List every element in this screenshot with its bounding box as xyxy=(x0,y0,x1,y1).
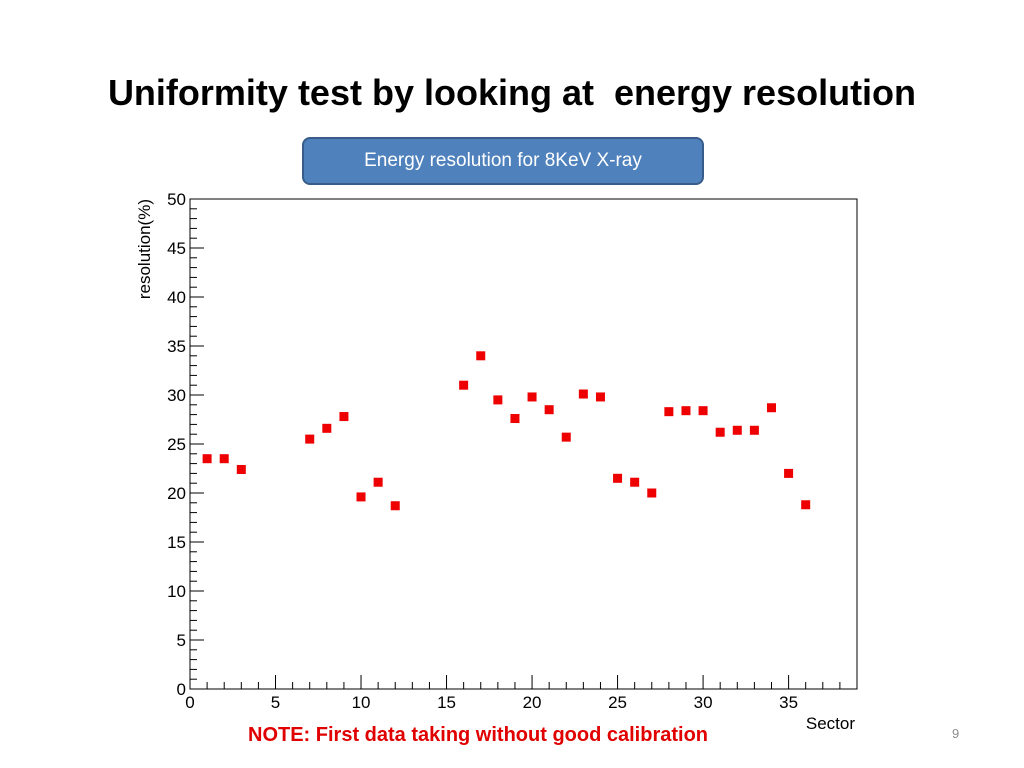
data-point xyxy=(373,477,383,487)
y-tick-label: 50 xyxy=(167,190,186,209)
data-point xyxy=(493,395,503,405)
data-point xyxy=(630,477,640,487)
y-tick-label: 5 xyxy=(177,631,186,650)
page-number: 9 xyxy=(952,726,960,741)
x-tick-label: 35 xyxy=(779,693,798,712)
data-point xyxy=(578,389,588,399)
y-tick-label: 25 xyxy=(167,435,186,454)
plot-frame xyxy=(189,198,858,690)
calibration-note: NOTE: First data taking without good cal… xyxy=(248,724,708,746)
x-tick-label: 30 xyxy=(694,693,713,712)
data-point xyxy=(390,501,400,511)
y-axis-label: resolution(%) xyxy=(135,199,154,299)
data-points xyxy=(202,351,811,511)
data-point xyxy=(202,454,212,464)
y-tick-label: 10 xyxy=(167,582,186,601)
data-point xyxy=(476,351,486,361)
data-point xyxy=(322,423,332,433)
data-point xyxy=(544,405,554,415)
data-point xyxy=(510,414,520,424)
data-point xyxy=(561,432,571,442)
data-point xyxy=(698,406,708,416)
x-tick-label: 5 xyxy=(271,693,280,712)
data-point xyxy=(339,412,349,422)
data-point xyxy=(715,427,725,437)
data-point xyxy=(305,434,315,444)
data-point xyxy=(647,488,657,498)
chart-caption-text: Energy resolution for 8KeV X-ray xyxy=(364,150,642,171)
data-point xyxy=(749,425,759,435)
y-tick-label: 35 xyxy=(167,337,186,356)
data-point xyxy=(459,380,469,390)
x-tick-label: 25 xyxy=(608,693,627,712)
data-point xyxy=(527,392,537,402)
data-point xyxy=(236,464,246,474)
x-tick-label: 15 xyxy=(437,693,456,712)
axis-ticks xyxy=(189,198,858,690)
data-point xyxy=(801,500,811,510)
y-tick-label: 45 xyxy=(167,239,186,258)
data-point xyxy=(664,407,674,417)
data-point xyxy=(681,406,691,416)
y-tick-label: 15 xyxy=(167,533,186,552)
x-tick-label: 0 xyxy=(185,693,194,712)
data-point xyxy=(766,403,776,413)
y-tick-label: 0 xyxy=(177,680,186,699)
data-point xyxy=(356,492,366,502)
x-tick-label: 10 xyxy=(352,693,371,712)
data-point xyxy=(613,473,623,483)
axis-tick-labels: 0 5 10 15 20 25 30 35 0 5 10 15 20 25 30 35 40 45 50 xyxy=(167,190,798,712)
y-tick-label: 40 xyxy=(167,288,186,307)
data-point xyxy=(784,468,794,478)
y-tick-label: 30 xyxy=(167,386,186,405)
data-point xyxy=(732,425,742,435)
y-tick-label: 20 xyxy=(167,484,186,503)
x-tick-label: 20 xyxy=(523,693,542,712)
data-point xyxy=(219,454,229,464)
chart-caption-box: Energy resolution for 8KeV X-ray xyxy=(302,137,704,185)
slide-title: Uniformity test by looking at energy res… xyxy=(107,72,917,113)
data-point xyxy=(595,392,605,402)
x-axis-label: Sector xyxy=(806,714,855,733)
